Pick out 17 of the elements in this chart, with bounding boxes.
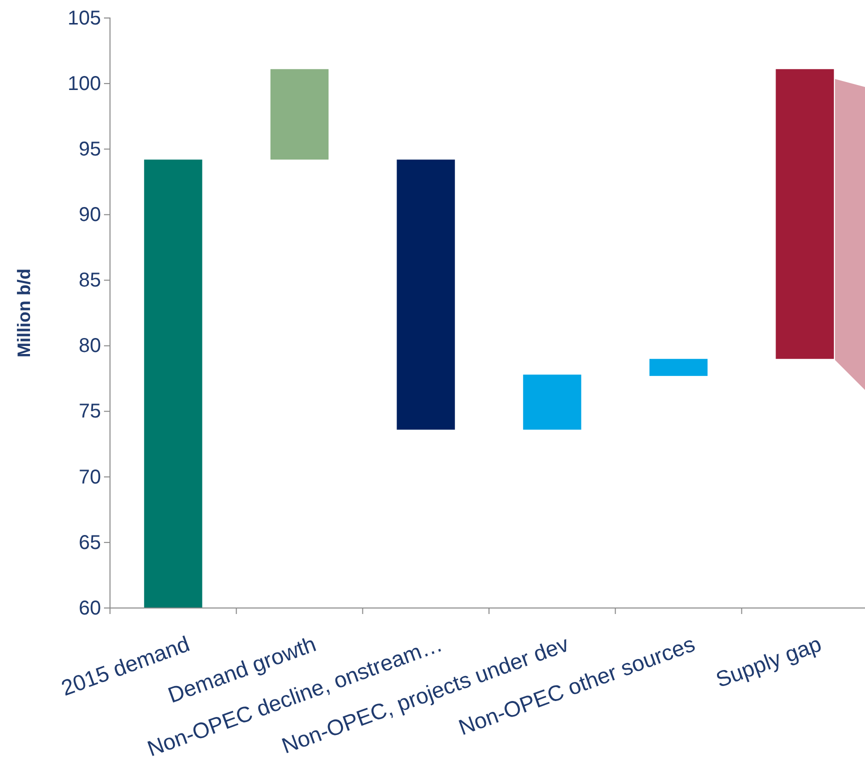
y-tick-label: 60: [78, 597, 101, 620]
y-axis-title: Million b/d: [14, 268, 34, 358]
y-tick-label: 85: [78, 270, 101, 292]
y-tick-label: 105: [68, 7, 101, 30]
bar: [649, 358, 708, 376]
y-tick-label: 100: [68, 72, 101, 95]
bar: [396, 160, 455, 430]
bar: [144, 160, 202, 608]
x-tick-label: Supply gap: [712, 631, 825, 692]
y-tick-label: 75: [78, 400, 101, 423]
y-tick-label: 80: [78, 335, 101, 358]
y-tick-label: 95: [78, 138, 101, 161]
bar: [270, 69, 329, 160]
y-tick-label: 90: [78, 204, 101, 226]
y-tick-label: 65: [78, 532, 101, 554]
y-tick-label: 70: [78, 466, 101, 488]
bar: [523, 374, 582, 430]
